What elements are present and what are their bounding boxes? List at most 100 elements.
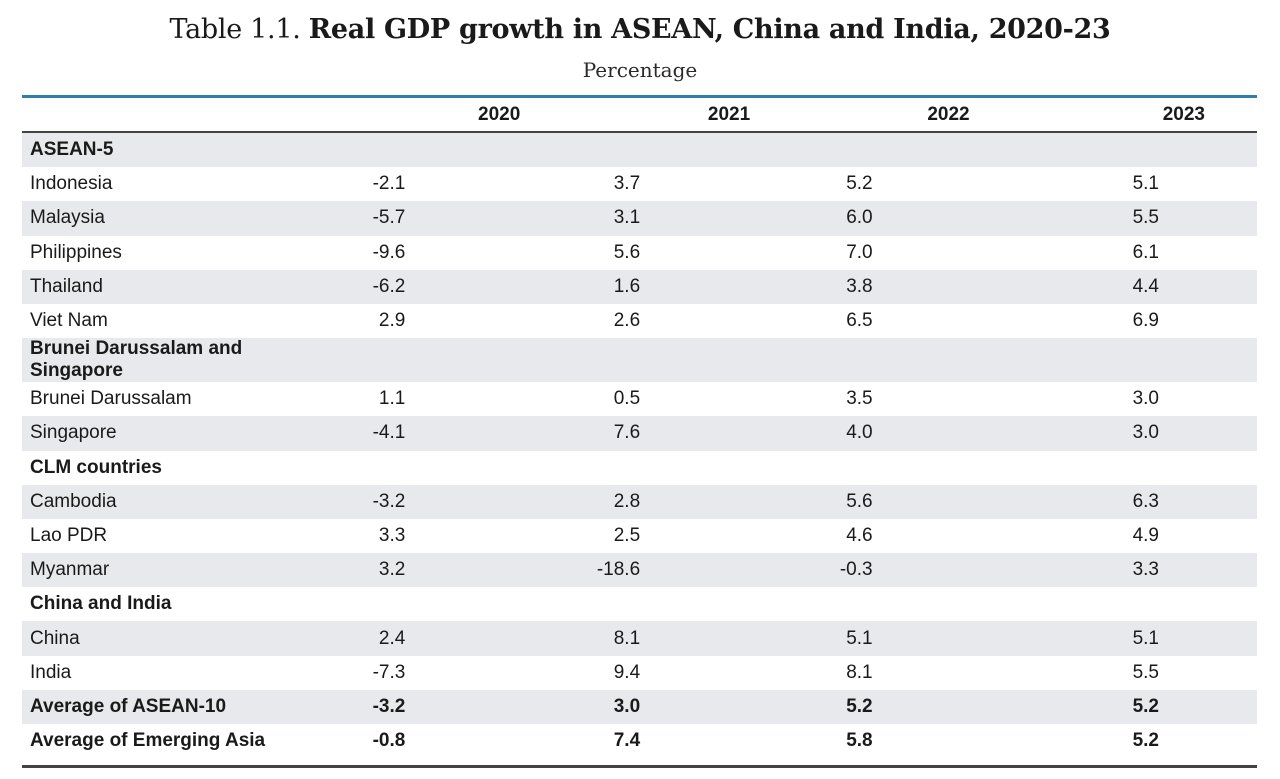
table-row: Myanmar 3.2 -18.6 -0.3 3.3 [22,553,1257,588]
value-cell [520,451,750,485]
value-cell: -9.6 [372,241,406,263]
value-cell: -5.7 [278,201,521,236]
value-cell [970,451,1257,485]
value-cell: 5.5 [1132,661,1159,683]
value-cell: 7.6 [520,416,751,451]
section-header-row: CLM countries [22,451,1257,485]
table-row: Lao PDR 3.3 2.5 4.6 4.9 [22,519,1257,553]
row-label: Cambodia [22,484,279,519]
average-row: Average of Emerging Asia -0.8 7.4 5.8 5.2 [22,724,1257,758]
column-header: 2023 [969,98,1257,133]
row-label: Indonesia [30,173,113,195]
value-cell [750,587,969,621]
value-cell [969,132,1257,168]
table-subtitle: Percentage [582,58,698,82]
row-label: Malaysia [22,201,279,236]
average-row: Average of ASEAN-10 -3.2 3.0 5.2 5.2 [22,689,1257,724]
value-cell [750,132,970,168]
table-row: Malaysia -5.7 3.1 6.0 5.5 [22,201,1257,236]
section-header-row: Brunei Darussalam and Singapore [22,338,1257,383]
value-cell: 5.2 [846,173,873,195]
table-bottom-rule [22,765,1257,768]
value-cell: 3.0 [969,416,1257,451]
row-label: Brunei Darussalam [30,388,192,410]
table-row: India -7.3 9.4 8.1 5.5 [22,656,1257,690]
value-cell: 4.0 [750,416,970,451]
value-cell: 2.4 [278,621,521,656]
value-cell: 1.1 [378,388,406,410]
value-cell: 8.1 [520,621,751,656]
value-cell: 2.9 [378,310,406,332]
value-cell: 3.0 [520,689,751,724]
value-cell: 2.8 [520,484,751,519]
value-cell [750,338,970,383]
value-cell [520,587,750,621]
section-header-row: ASEAN-5 [22,132,1257,168]
value-cell: -3.2 [278,484,521,519]
value-cell [970,587,1257,621]
row-label: Average of Emerging Asia [30,730,266,752]
row-label: CLM countries [30,456,162,478]
value-cell: 9.4 [613,661,641,683]
row-label: Viet Nam [30,310,108,332]
row-label: Singapore [22,416,279,451]
value-cell: -0.3 [750,553,970,588]
value-cell: 4.9 [1132,524,1159,546]
table-title-text: Real GDP growth in ASEAN, China and Indi… [308,14,1111,45]
table-row: Cambodia -3.2 2.8 5.6 6.3 [22,484,1257,519]
value-cell: 2.5 [613,524,641,546]
value-cell: 1.6 [520,269,751,304]
value-cell: -2.1 [372,173,406,195]
column-header: 2021 [520,98,751,133]
value-cell: 3.0 [1132,388,1159,410]
value-cell [969,338,1257,383]
value-cell: 6.3 [969,484,1257,519]
value-cell: 3.2 [278,553,521,588]
value-cell [278,338,521,383]
value-cell: 3.7 [613,173,641,195]
header-row: 2020 2021 2022 2023 [22,98,1257,133]
table-row: Viet Nam 2.9 2.6 6.5 6.9 [22,304,1257,338]
value-cell [278,132,521,168]
table-top-rule [22,95,1257,98]
value-cell: -6.2 [278,269,521,304]
value-cell: 5.2 [969,689,1257,724]
value-cell: 6.9 [1132,310,1159,332]
row-label: Philippines [30,241,122,263]
section-header-row: China and India [22,587,1257,621]
row-label: ASEAN-5 [22,132,279,168]
value-cell: 5.6 [613,241,641,263]
table-row: China 2.4 8.1 5.1 5.1 [22,621,1257,656]
row-label: Thailand [22,269,279,304]
value-cell: -4.1 [278,416,521,451]
table-row: Singapore -4.1 7.6 4.0 3.0 [22,416,1257,451]
value-cell: 3.8 [750,269,970,304]
value-cell [750,451,969,485]
value-cell: 6.0 [750,201,970,236]
gdp-growth-table: 2020 2021 2022 2023 ASEAN-5 Indonesia -2.1… [22,98,1257,758]
row-label: China [22,621,279,656]
table-row: Indonesia -2.1 3.7 5.2 5.1 [22,167,1257,201]
row-label: Myanmar [22,553,279,588]
value-cell: 4.4 [969,269,1257,304]
row-label: Lao PDR [30,524,108,546]
value-cell [278,587,520,621]
value-cell: -7.3 [372,661,406,683]
table-row: Philippines -9.6 5.6 7.0 6.1 [22,236,1257,270]
table-title: Table 1.1. Real GDP growth in ASEAN, Chi… [0,14,1280,45]
value-cell: 7.0 [846,241,873,263]
table-row: Brunei Darussalam 1.1 0.5 3.5 3.0 [22,382,1257,416]
value-cell: -18.6 [520,553,751,588]
row-label: Brunei Darussalam and Singapore [22,338,279,383]
value-cell: 3.1 [520,201,751,236]
value-cell: 5.1 [750,621,970,656]
value-cell: 0.5 [613,388,641,410]
column-header: 2022 [750,98,970,133]
value-cell: -0.8 [372,730,406,752]
value-cell: 6.5 [846,310,873,332]
value-cell [520,338,751,383]
value-cell: 5.1 [969,621,1257,656]
row-label: Average of ASEAN-10 [22,689,279,724]
row-label: China and India [30,593,172,615]
value-cell: 7.4 [613,730,641,752]
